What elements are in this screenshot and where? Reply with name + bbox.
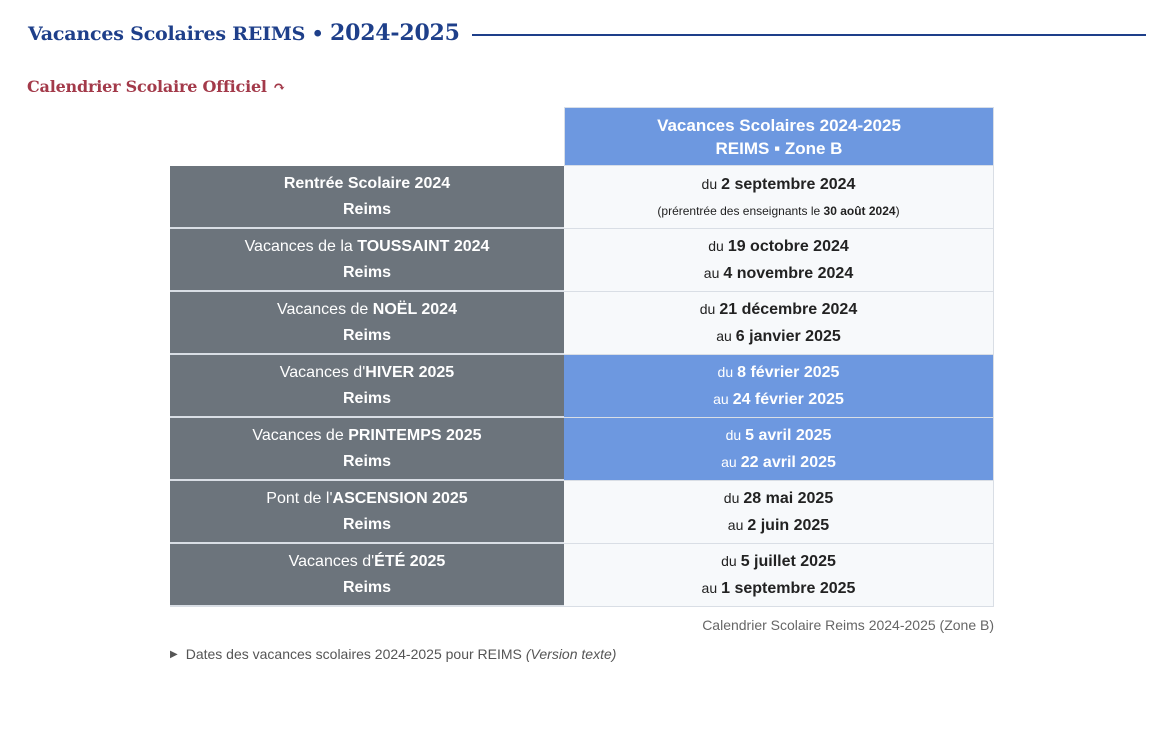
period-dates-cell: du 28 mai 2025 au 2 juin 2025: [564, 481, 994, 543]
date-prefix: du: [701, 175, 718, 192]
date-to: 2 juin 2025: [747, 517, 830, 534]
period-label-prefix: Vacances de: [277, 300, 369, 318]
date-prefix: du: [699, 301, 716, 317]
date-prefix: du: [708, 238, 724, 254]
period-label-name: Rentrée Scolaire 2024: [283, 174, 451, 192]
page-title-main: Vacances Scolaires REIMS •: [28, 23, 324, 45]
date-to: 4 novembre 2024: [723, 265, 854, 282]
period-label-name: ASCENSION 2025: [332, 489, 468, 507]
table-row: Vacances d'HIVER 2025 Reims du 8 février …: [170, 355, 994, 418]
period-label-cell: Vacances de NOËL 2024 Reims: [170, 292, 564, 354]
table-row: Vacances de NOËL 2024 Reims du 21 décembr…: [170, 292, 994, 355]
page-title-year: 2024-2025: [329, 20, 460, 46]
period-label-cell: Pont de l'ASCENSION 2025 Reims: [170, 481, 564, 543]
date-to: 22 avril 2025: [740, 454, 836, 471]
period-label-prefix: Vacances d': [279, 363, 366, 381]
date-prefix: du: [721, 553, 737, 569]
date-from: 21 décembre 2024: [719, 301, 858, 318]
period-label-name: PRINTEMPS 2025: [348, 426, 482, 444]
text-version-disclosure[interactable]: ▶ Dates des vacances scolaires 2024-2025…: [170, 646, 616, 662]
table-header-row: Vacances Scolaires 2024-2025 REIMS ▪ Zon…: [170, 107, 994, 166]
period-label-cell: Vacances d'ÉTÉ 2025 Reims: [170, 544, 564, 606]
date-prefix: du: [723, 490, 740, 506]
period-dates-cell-highlighted: du 8 février 2025 au 24 février 2025: [564, 355, 994, 417]
table-caption: Calendrier Scolaire Reims 2024-2025 (Zon…: [702, 617, 994, 633]
date-note: (prérentrée des enseignants le 30 août 2…: [657, 198, 899, 224]
table-row: Vacances d'ÉTÉ 2025 Reims du 5 juillet 20…: [170, 544, 994, 607]
disclosure-triangle-icon[interactable]: ▶: [170, 648, 178, 660]
period-city: Reims: [342, 200, 392, 218]
date-from: 19 octobre 2024: [727, 238, 849, 255]
date-prefix: du: [725, 427, 742, 443]
period-dates-cell: du 2 septembre 2024 (prérentrée des ensei…: [564, 166, 994, 228]
period-dates-cell: du 5 juillet 2025 au 1 septembre 2025: [564, 544, 994, 606]
disclosure-label-italic[interactable]: (Version texte): [525, 646, 617, 662]
period-city: Reims: [342, 452, 392, 470]
header-divider: [471, 34, 1146, 36]
period-label-cell: Vacances de la TOUSSAINT 2024 Reims: [170, 229, 564, 291]
period-label-prefix: Vacances de: [252, 426, 344, 444]
date-to: 6 janvier 2025: [735, 328, 841, 345]
curved-arrow-icon: ↷: [272, 77, 286, 96]
school-calendar-table: Vacances Scolaires 2024-2025 REIMS ▪ Zon…: [170, 107, 994, 607]
date-prefix: du: [717, 364, 734, 380]
date-to: 1 septembre 2025: [721, 580, 856, 597]
table-row: Vacances de la TOUSSAINT 2024 Reims du 19…: [170, 229, 994, 292]
section-title: Calendrier Scolaire Officiel ↷: [27, 77, 285, 96]
date-to: 24 février 2025: [732, 391, 844, 408]
period-dates-cell: du 19 octobre 2024 au 4 novembre 2024: [564, 229, 994, 291]
table-row: Pont de l'ASCENSION 2025 Reims du 28 mai …: [170, 481, 994, 544]
period-label-name: HIVER 2025: [365, 363, 455, 381]
period-label-cell: Rentrée Scolaire 2024 Reims: [170, 166, 564, 228]
page-header: Vacances Scolaires REIMS • 2024-2025: [28, 18, 1146, 48]
table-header-zone: Vacances Scolaires 2024-2025 REIMS ▪ Zon…: [564, 107, 994, 166]
date-prefix: au: [713, 391, 729, 407]
period-city: Reims: [342, 326, 392, 344]
date-from: 5 juillet 2025: [740, 553, 836, 570]
date-prefix: au: [721, 454, 737, 470]
period-label-cell: Vacances de PRINTEMPS 2025 Reims: [170, 418, 564, 480]
date-from: 2 septembre 2024: [721, 175, 856, 193]
period-label-name: ÉTÉ 2025: [374, 552, 446, 570]
date-from: 28 mai 2025: [743, 490, 834, 507]
period-city: Reims: [342, 578, 392, 596]
period-label-prefix: Vacances d': [288, 552, 375, 570]
date-prefix: au: [701, 580, 718, 596]
table-row: Rentrée Scolaire 2024 Reims du 2 septembr…: [170, 166, 994, 229]
date-from: 5 avril 2025: [745, 427, 832, 444]
period-label-prefix: Pont de l': [266, 489, 333, 507]
table-header-line1: Vacances Scolaires 2024-2025: [657, 115, 901, 135]
period-dates-cell: du 21 décembre 2024 au 6 janvier 2025: [564, 292, 994, 354]
period-city: Reims: [342, 263, 392, 281]
date-prefix: au: [703, 265, 720, 281]
period-dates-cell-highlighted: du 5 avril 2025 au 22 avril 2025: [564, 418, 994, 480]
page-title: Vacances Scolaires REIMS • 2024-2025: [28, 20, 460, 46]
disclosure-label[interactable]: Dates des vacances scolaires 2024-2025 p…: [185, 646, 522, 662]
date-note-date: 30 août 2024: [823, 203, 896, 218]
date-prefix: au: [727, 517, 744, 533]
period-label-prefix: Vacances de la: [244, 237, 353, 255]
period-city: Reims: [342, 389, 392, 407]
period-city: Reims: [342, 515, 392, 533]
date-prefix: au: [716, 328, 732, 344]
date-note-suffix: ): [895, 203, 900, 218]
date-note-prefix: (prérentrée des enseignants le: [657, 203, 821, 218]
period-label-name: NOËL 2024: [372, 300, 457, 318]
date-from: 8 février 2025: [737, 364, 840, 381]
table-row: Vacances de PRINTEMPS 2025 Reims du 5 avr…: [170, 418, 994, 481]
table-header-spacer: [170, 107, 564, 166]
section-title-text: Calendrier Scolaire Officiel: [27, 77, 267, 96]
table-header-line2: REIMS ▪ Zone B: [715, 138, 843, 158]
period-label-name: TOUSSAINT 2024: [357, 237, 490, 255]
period-label-cell: Vacances d'HIVER 2025 Reims: [170, 355, 564, 417]
